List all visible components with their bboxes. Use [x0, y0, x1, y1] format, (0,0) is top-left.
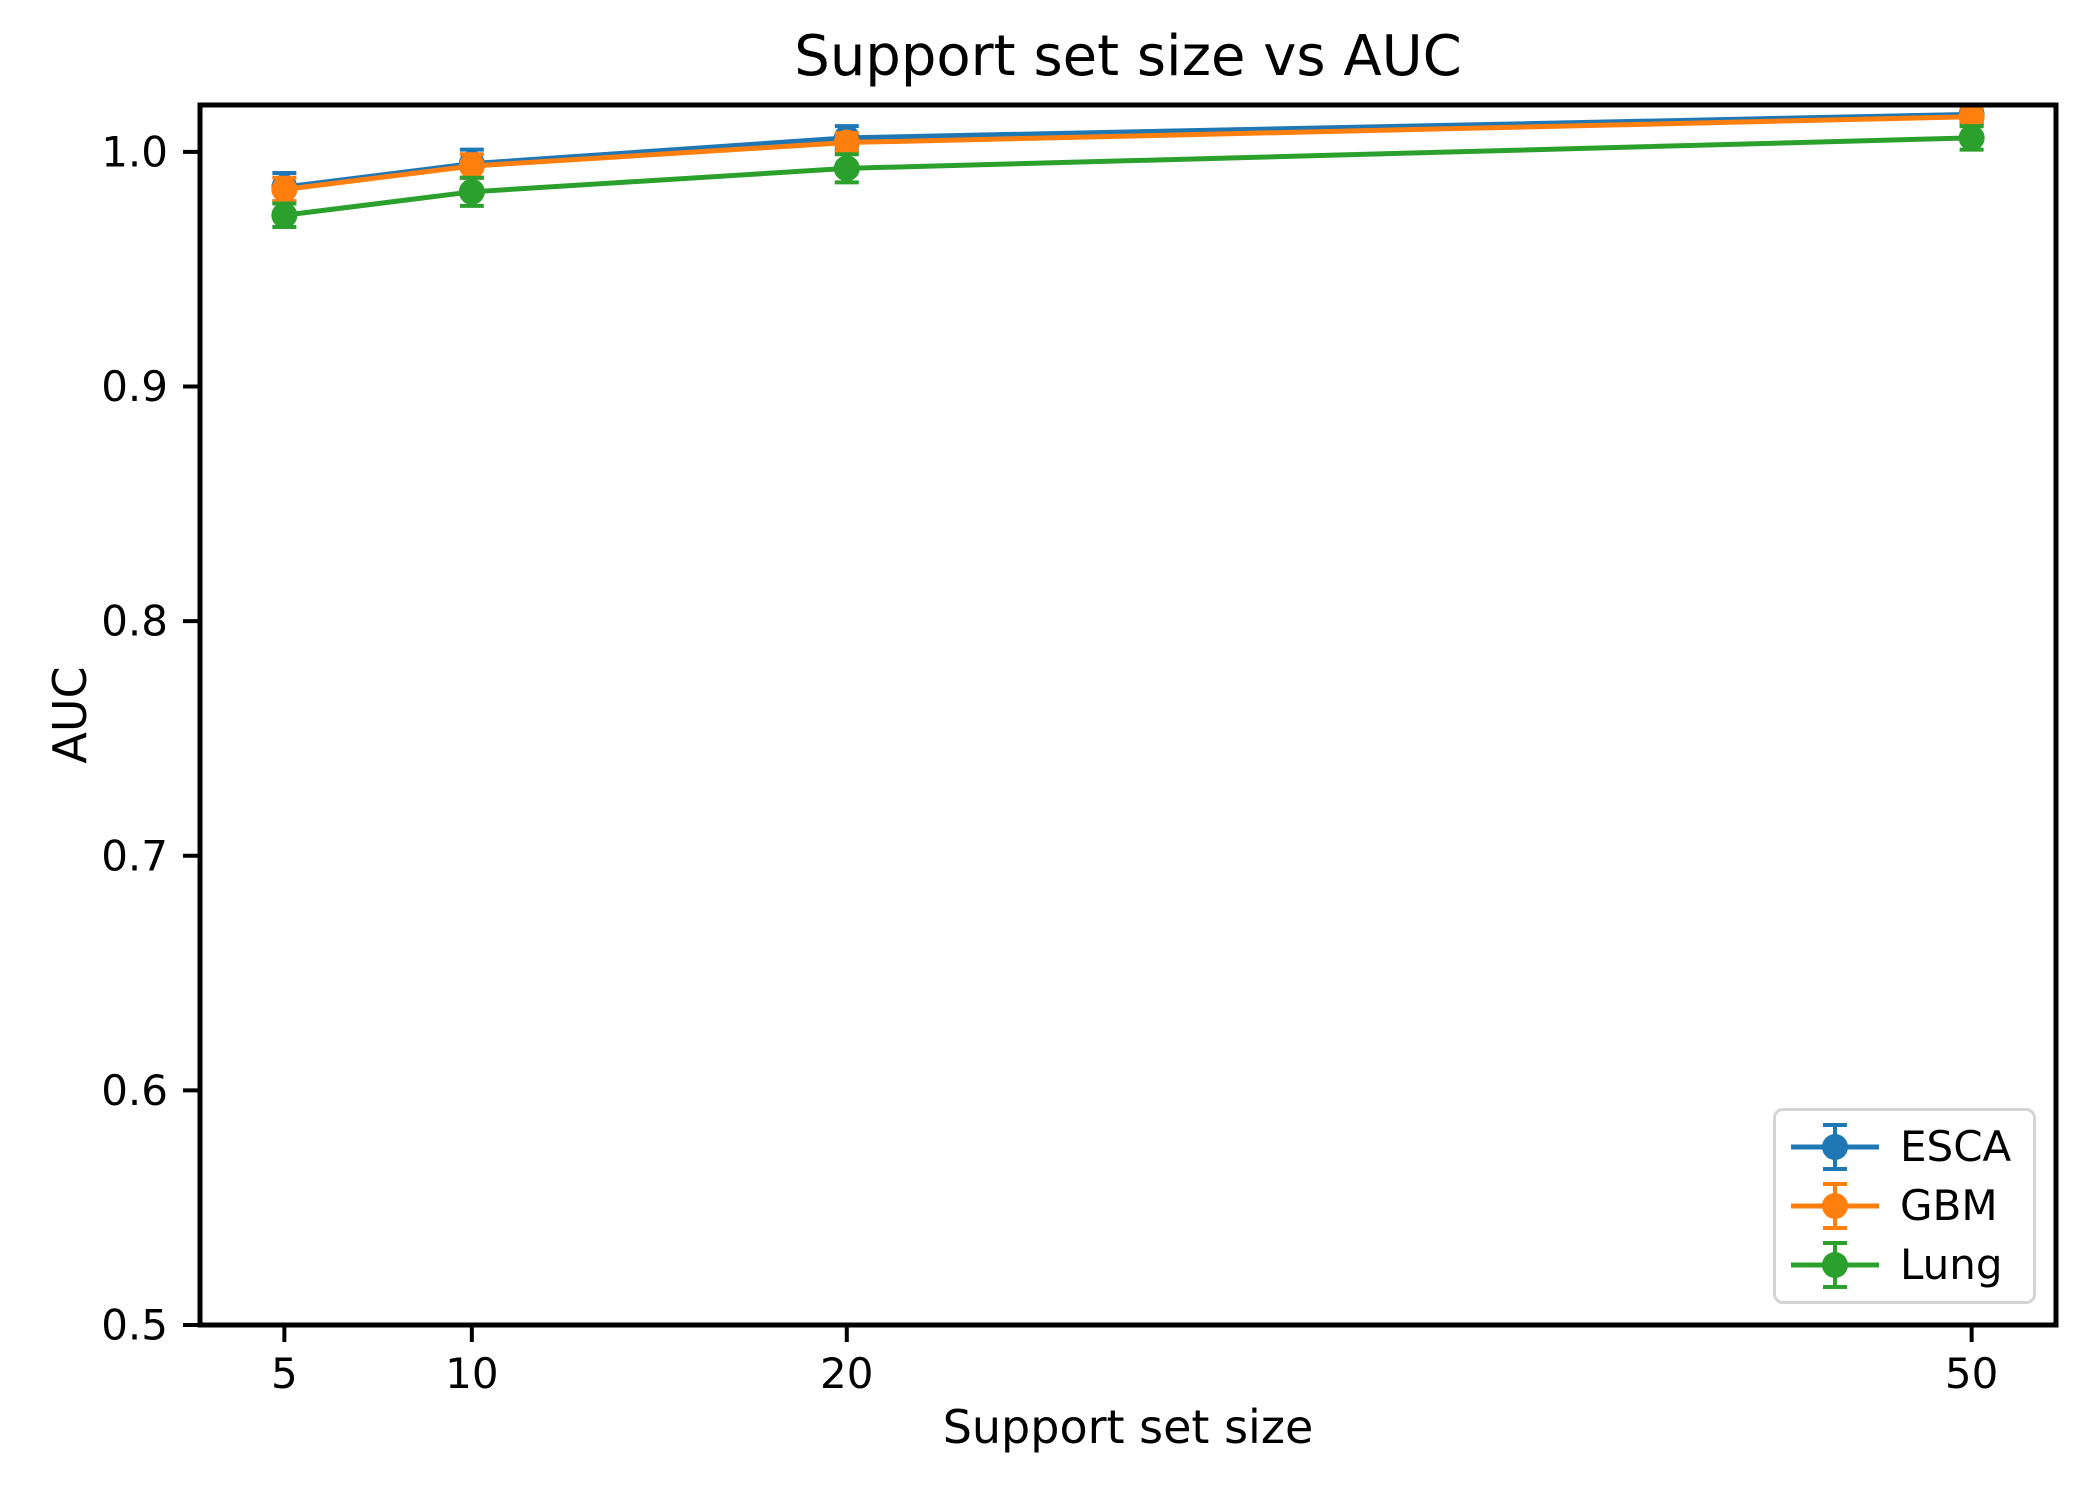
series-layer: [271, 105, 1985, 229]
y-tick-label: 1.0: [101, 127, 168, 176]
legend-label: ESCA: [1900, 1121, 2012, 1171]
y-tick-label: 0.7: [101, 831, 168, 880]
axis-ticks: 0.5 0.6 0.7 0.8 0.9 1.0 5 10 20 50: [101, 127, 1998, 1398]
y-tick-label: 0.6: [101, 1066, 168, 1115]
y-axis-label: AUC: [43, 666, 97, 764]
errorbar-glyph-icon: [1791, 1241, 1879, 1290]
y-tick-label: 0.5: [101, 1301, 168, 1350]
data-point-marker: [1958, 124, 1985, 151]
series-line: [281, 114, 1975, 192]
legend: ESCA GBM Lung: [1773, 1108, 2036, 1304]
legend-item-gbm: GBM: [1788, 1177, 2023, 1235]
data-point-marker: [458, 178, 485, 205]
legend-label: Lung: [1900, 1240, 2003, 1290]
series-lung: [271, 124, 1985, 229]
errorbar-glyph-icon: [1791, 1181, 1879, 1230]
data-point-marker: [271, 202, 298, 229]
series-line: [281, 135, 1975, 218]
legend-item-lung: Lung: [1788, 1236, 2023, 1294]
series-line: [281, 111, 1975, 190]
y-tick-label: 0.9: [101, 362, 168, 411]
chart-title: Support set size vs AUC: [794, 24, 1462, 89]
data-point-marker: [1958, 105, 1985, 130]
x-tick-label: 50: [1945, 1349, 1998, 1398]
data-point-marker: [458, 153, 485, 179]
legend-item-esca: ESCA: [1788, 1118, 2023, 1176]
x-tick-label: 10: [445, 1349, 498, 1398]
y-tick-label: 0.8: [101, 597, 168, 646]
data-point-marker: [833, 155, 860, 182]
x-tick-label: 20: [820, 1349, 873, 1398]
legend-label: GBM: [1900, 1180, 1998, 1230]
errorbar-glyph-icon: [1791, 1122, 1879, 1171]
axes-spines: [197, 102, 2059, 1328]
x-tick-label: 5: [271, 1349, 298, 1398]
data-point-marker: [833, 129, 860, 156]
data-point-marker: [271, 176, 298, 203]
x-axis-label: Support set size: [942, 1400, 1314, 1454]
